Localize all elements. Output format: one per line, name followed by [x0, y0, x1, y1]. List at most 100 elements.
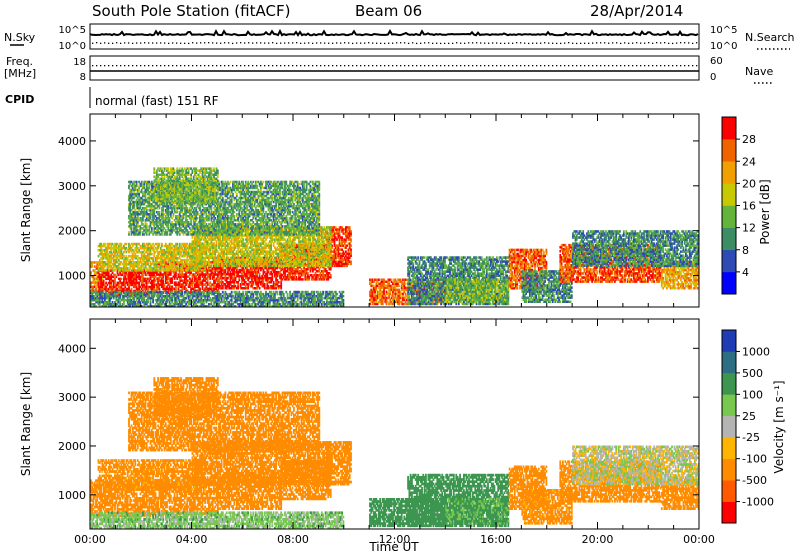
echo-cell	[182, 273, 185, 276]
echo-cell	[254, 268, 257, 272]
echo-cell	[192, 281, 195, 284]
nave-dot	[680, 65, 682, 67]
echo-cell	[287, 268, 290, 271]
echo-cell	[239, 285, 242, 288]
echo-cell	[102, 281, 105, 285]
noise-search-dot	[328, 42, 330, 44]
echo-cell	[90, 285, 92, 288]
nave-dot	[664, 65, 666, 67]
echo-cell	[106, 287, 109, 291]
echo-cell	[206, 277, 209, 280]
echo-cell	[117, 246, 120, 250]
echo-cell	[224, 270, 227, 274]
echo-cell	[158, 242, 161, 246]
power-echo-map	[90, 167, 700, 308]
nave-dot	[344, 65, 346, 67]
echo-cell	[347, 248, 350, 251]
echo-cell	[339, 248, 342, 251]
echo-cell	[293, 276, 295, 279]
echo-cell	[153, 263, 156, 266]
echo-cell	[121, 269, 124, 272]
echo-cell	[295, 249, 298, 253]
echo-cell	[162, 259, 165, 262]
echo-cell	[318, 249, 321, 253]
echo-cell	[157, 257, 159, 260]
echo-cell	[111, 267, 114, 270]
echo-cell	[189, 254, 191, 258]
echo-cell	[204, 269, 206, 272]
echo-cell	[148, 246, 151, 250]
echo-cell	[166, 246, 168, 250]
echo-cell	[125, 257, 128, 260]
echo-cell	[168, 267, 171, 270]
echo-cell	[191, 267, 194, 270]
echo-cell	[92, 279, 95, 282]
echo-cell	[337, 262, 340, 266]
echo-cell	[239, 274, 242, 278]
nave-dot	[492, 65, 494, 67]
echo-cell	[331, 250, 333, 253]
echo-cell	[177, 248, 180, 252]
echo-cell	[175, 273, 177, 276]
echo-cell	[147, 263, 149, 266]
echo-cell	[168, 285, 171, 288]
nave-dot	[216, 65, 218, 67]
nave-dot	[648, 65, 650, 67]
echo-cell	[194, 250, 196, 254]
echo-cell	[90, 263, 92, 266]
noise-search-dot	[288, 42, 290, 44]
echo-cell	[97, 271, 100, 274]
echo-cell	[169, 248, 172, 252]
echo-cell	[247, 268, 250, 272]
nave-dot	[528, 65, 530, 67]
echo-cell	[182, 263, 185, 266]
echo-cell	[337, 248, 340, 251]
echo-cell	[101, 265, 104, 268]
echo-cell	[200, 254, 203, 258]
echo-cell	[309, 249, 312, 253]
echo-cell	[284, 276, 286, 279]
echo-cell	[289, 265, 291, 269]
nave-dot	[532, 65, 534, 67]
noise-search-dot	[432, 42, 434, 45]
echo-cell	[157, 281, 159, 284]
echo-cell	[190, 271, 192, 274]
echo-cell	[233, 287, 236, 290]
echo-cell	[346, 244, 349, 247]
echo-cell	[136, 267, 139, 270]
echo-cell	[190, 279, 192, 282]
echo-cell	[158, 273, 161, 276]
echo-cell	[134, 279, 137, 283]
echo-cell	[247, 283, 250, 286]
echo-cell	[98, 285, 101, 289]
echo-cell	[167, 287, 170, 290]
echo-cell	[227, 270, 229, 274]
nave-dot	[604, 65, 606, 67]
echo-cell	[106, 269, 109, 272]
echo-cell	[178, 250, 181, 254]
noise-search-dot	[672, 42, 674, 45]
echo-cell	[201, 269, 204, 272]
echo-cell	[296, 270, 299, 273]
echo-cell	[247, 270, 250, 274]
echo-cell	[114, 259, 116, 262]
echo-cell	[338, 234, 341, 237]
echo-cell	[117, 248, 120, 252]
noise-search-dot	[560, 42, 562, 45]
echo-cell	[186, 259, 189, 262]
echo-cell	[175, 285, 177, 288]
echo-cell	[242, 276, 244, 280]
echo-cell	[232, 266, 234, 270]
echo-cell	[131, 267, 134, 270]
echo-cell	[138, 267, 140, 270]
echo-cell	[225, 287, 228, 290]
echo-cell	[145, 250, 148, 254]
echo-cell	[220, 283, 223, 286]
echo-cell	[124, 259, 127, 262]
echo-cell	[213, 289, 215, 292]
echo-cell	[249, 268, 252, 272]
echo-cell	[289, 270, 291, 273]
echo-cell	[247, 278, 250, 282]
echo-cell	[152, 285, 154, 289]
echo-cell	[343, 262, 346, 266]
